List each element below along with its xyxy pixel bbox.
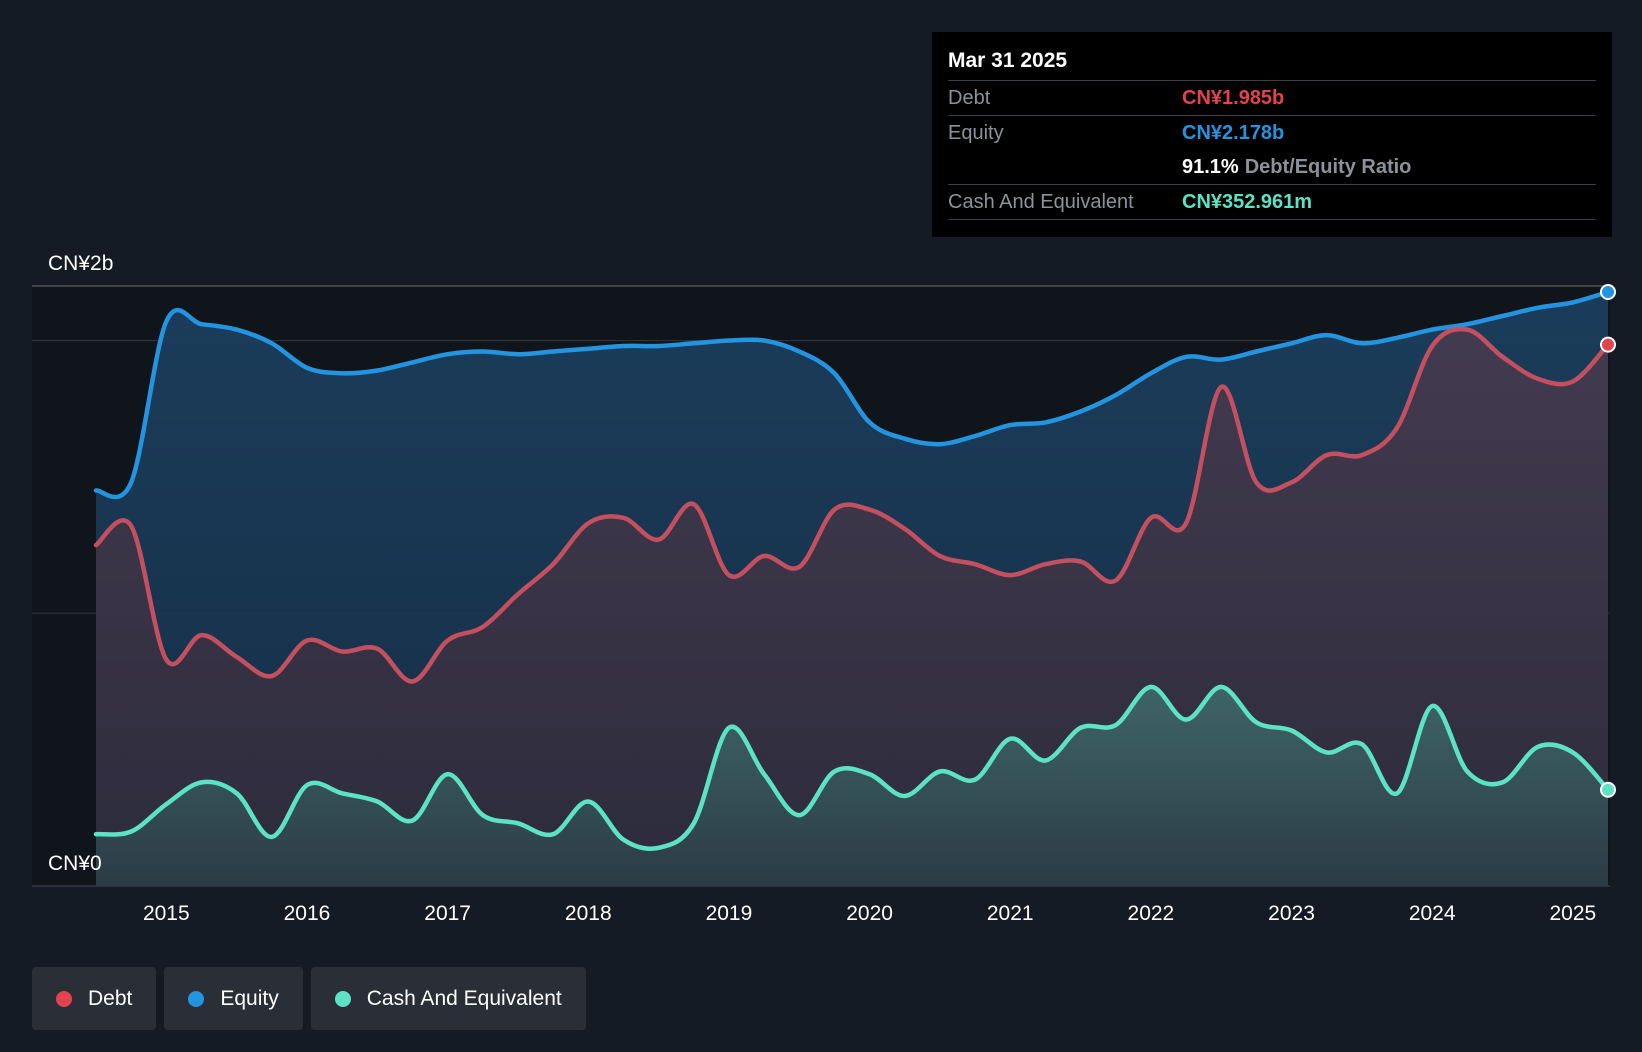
tooltip-debt-label: Debt bbox=[948, 87, 991, 109]
legend: Debt Equity Cash And Equivalent bbox=[32, 967, 586, 1030]
x-tick-2015: 2015 bbox=[143, 902, 190, 925]
legend-item-debt[interactable]: Debt bbox=[32, 967, 157, 1030]
tooltip-ratio-label: Debt/Equity Ratio bbox=[1244, 156, 1412, 178]
tooltip-row-equity: Equity CN¥2.178b bbox=[948, 116, 1596, 150]
tooltip-panel: Mar 31 2025 Debt CN¥1.985b Equity CN¥2.1… bbox=[932, 32, 1612, 237]
cash-area bbox=[96, 686, 1608, 886]
tooltip-equity-value: CN¥2.178b bbox=[1182, 122, 1285, 144]
debt-line bbox=[93, 326, 1611, 684]
x-tick-2025: 2025 bbox=[1549, 902, 1596, 925]
debt-endpoint bbox=[1600, 336, 1616, 353]
x-tick-2021: 2021 bbox=[987, 902, 1034, 925]
tooltip-cash-label: Cash And Equivalent bbox=[948, 191, 1134, 213]
tooltip-equity-label: Equity bbox=[948, 122, 1004, 144]
legend-label-equity: Equity bbox=[220, 986, 279, 1010]
cash-line bbox=[93, 684, 1611, 852]
tooltip-date: Mar 31 2025 bbox=[948, 46, 1596, 81]
cash-dot-icon bbox=[334, 990, 351, 1007]
x-axis-ticks: 2015 2016 2017 2018 2019 2020 2021 2022 2023 2024… bbox=[143, 902, 1596, 925]
tooltip-row-debt: Debt CN¥1.985b bbox=[948, 81, 1596, 116]
tooltip-debt-value: CN¥1.985b bbox=[1182, 87, 1285, 109]
x-tick-2017: 2017 bbox=[424, 902, 471, 925]
x-tick-2023: 2023 bbox=[1268, 902, 1315, 925]
series-lines bbox=[93, 289, 1611, 852]
equity-endpoint bbox=[1600, 284, 1616, 300]
legend-label-debt: Debt bbox=[88, 986, 133, 1010]
x-tick-2016: 2016 bbox=[284, 902, 331, 925]
tooltip-row-ratio: 91.1% Debt/Equity Ratio bbox=[948, 150, 1596, 185]
debt-dot-icon bbox=[56, 990, 72, 1007]
tooltip-cash-value: CN¥352.961m bbox=[1182, 191, 1313, 213]
series-endpoints bbox=[1600, 284, 1616, 798]
tooltip-ratio-value: 91.1% bbox=[1182, 156, 1239, 178]
x-tick-2020: 2020 bbox=[846, 902, 893, 925]
equity-dot-icon bbox=[188, 990, 205, 1007]
series-areas bbox=[96, 292, 1608, 886]
cash-endpoint bbox=[1600, 781, 1616, 798]
legend-item-equity[interactable]: Equity bbox=[164, 967, 303, 1030]
y-axis-label-top: CN¥2b bbox=[48, 252, 113, 275]
x-tick-2019: 2019 bbox=[706, 902, 753, 925]
tooltip-row-cash: Cash And Equivalent CN¥352.961m bbox=[948, 185, 1596, 220]
x-tick-2018: 2018 bbox=[565, 902, 612, 925]
x-tick-2022: 2022 bbox=[1128, 902, 1175, 925]
tooltip-ratio-spacer bbox=[948, 150, 1182, 184]
x-tick-2024: 2024 bbox=[1409, 902, 1456, 925]
y-axis-label-bottom: CN¥0 bbox=[48, 852, 102, 875]
legend-label-cash: Cash And Equivalent bbox=[366, 986, 562, 1010]
legend-item-cash[interactable]: Cash And Equivalent bbox=[310, 967, 586, 1030]
equity-line bbox=[93, 289, 1611, 500]
